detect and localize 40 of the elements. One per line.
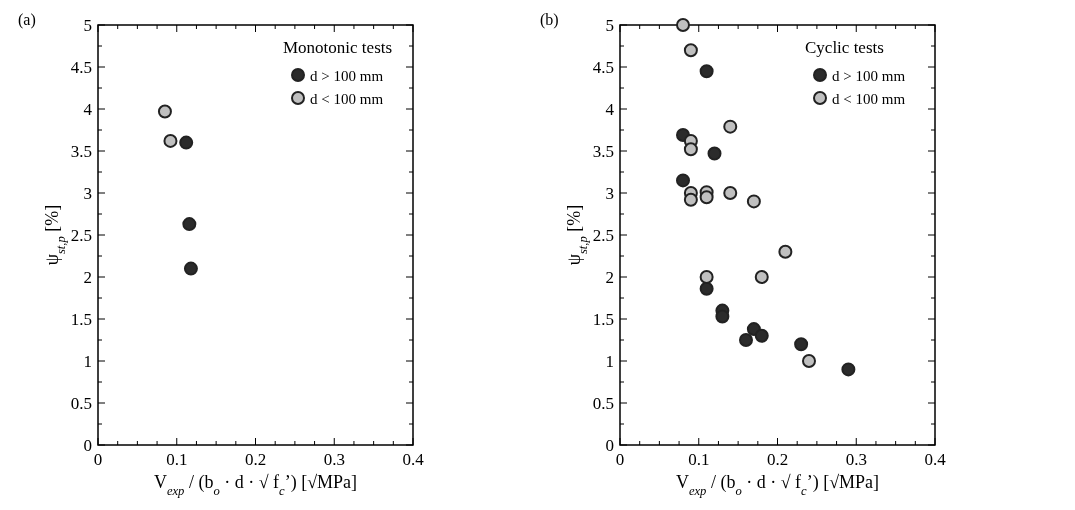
y-tick-label: 3 xyxy=(83,184,92,203)
y-tick-label: 1.5 xyxy=(70,310,92,329)
y-tick-label: 4.5 xyxy=(70,58,92,77)
y-tick-label: 4.5 xyxy=(592,58,614,77)
x-axis-title: V$_{exp}$ / (b$_{o}$ · d · √ f$_{c}$’) [√MPa] xyxy=(675,472,880,498)
y-tick-label: 4 xyxy=(83,100,93,119)
y-tick-label: 3.5 xyxy=(592,142,614,161)
legend-label: d > 100 mm xyxy=(310,68,384,84)
chart-title: (b) xyxy=(540,11,559,29)
x-tick-label: 0.1 xyxy=(166,450,188,469)
y-tick-label: 4 xyxy=(605,100,615,119)
y-tick-label: 1 xyxy=(605,352,614,371)
y-tick-label: 5 xyxy=(605,16,614,35)
chart-title: (a) xyxy=(18,11,36,29)
x-tick-label: 0.3 xyxy=(845,450,867,469)
y-tick-label: 2 xyxy=(605,268,614,287)
legend-label: d < 100 mm xyxy=(310,91,384,107)
y-tick-label: 0 xyxy=(83,436,92,455)
x-tick-label: 0.3 xyxy=(323,450,345,469)
x-tick-label: 0.4 xyxy=(402,450,425,469)
x-tick-label: 0.2 xyxy=(244,450,267,469)
legend-title: Cyclic tests xyxy=(805,38,884,57)
x-tick-label: 0.4 xyxy=(924,450,947,469)
y-tick-label: 2.5 xyxy=(70,226,92,245)
legend-title: Monotonic tests xyxy=(283,38,393,57)
y-tick-label: 3 xyxy=(605,184,614,203)
y-tick-label: 2.5 xyxy=(592,226,614,245)
legend-label: d < 100 mm xyxy=(832,91,906,107)
y-tick-label: 2 xyxy=(83,268,92,287)
x-tick-label: 0.2 xyxy=(766,450,789,469)
x-axis-title: V$_{exp}$ / (b$_{o}$ · d · √ f$_{c}$’) [√MPa] xyxy=(153,472,358,498)
legend-label: d > 100 mm xyxy=(832,68,906,84)
y-tick-label: 0 xyxy=(605,436,614,455)
y-tick-label: 3.5 xyxy=(70,142,92,161)
y-tick-label: 0.5 xyxy=(70,394,92,413)
y-tick-label: 0.5 xyxy=(592,394,614,413)
y-tick-label: 1 xyxy=(83,352,92,371)
y-tick-label: 5 xyxy=(83,16,92,35)
x-tick-label: 0.1 xyxy=(688,450,710,469)
y-tick-label: 1.5 xyxy=(592,310,614,329)
